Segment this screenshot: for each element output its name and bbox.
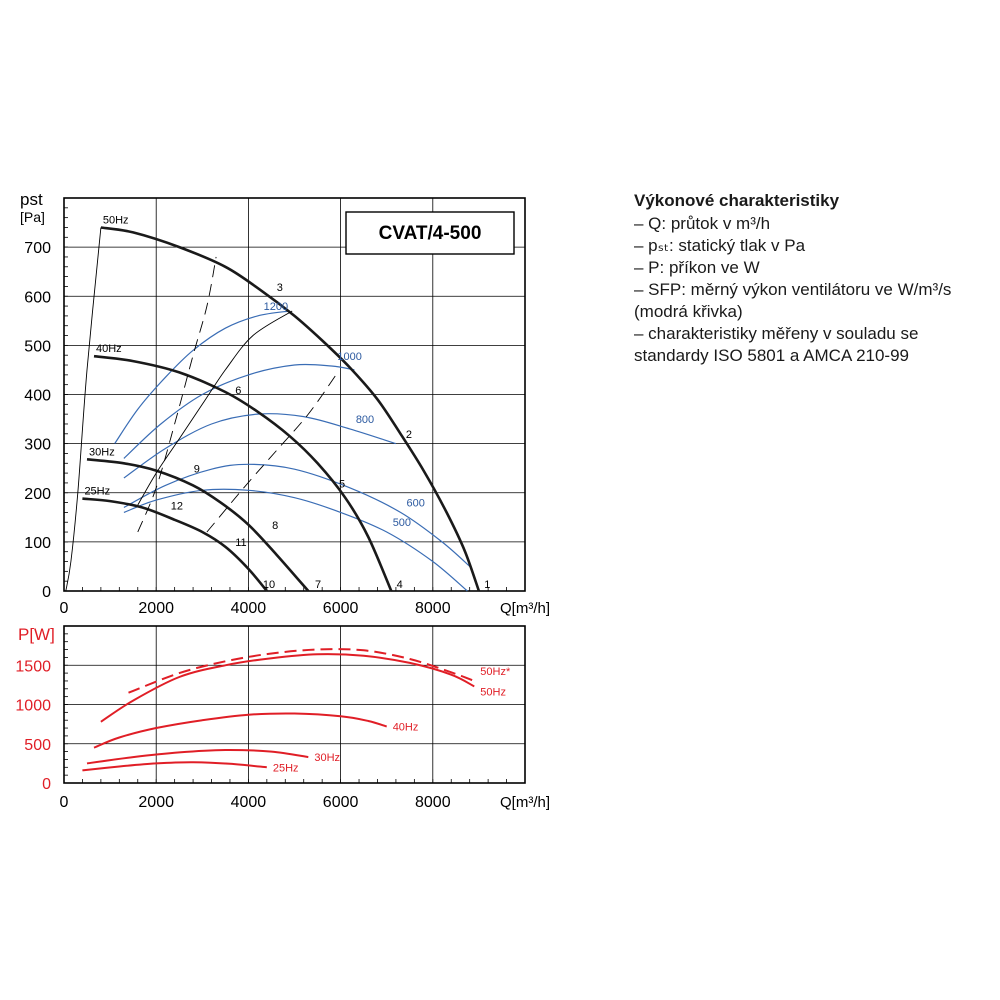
sfp-curve-label: 1000 <box>337 351 361 363</box>
operating-point-label: 3 <box>277 282 283 294</box>
system-curve <box>137 310 293 506</box>
sfp-curve-label: 500 <box>393 517 411 529</box>
fan-curve-label: 50Hz <box>103 214 129 226</box>
y-tick-label: 500 <box>24 737 51 754</box>
operating-point-label: 6 <box>235 385 241 397</box>
operating-point-label: 4 <box>397 579 403 591</box>
legend-item-p: – P: příkon ve W <box>634 258 760 277</box>
sfp-curve-label: 600 <box>407 497 425 509</box>
pressure-plot: 0 2000 4000 6000 80000100200300400500600700 … <box>20 190 550 617</box>
operating-point-label: 7 <box>315 579 321 591</box>
power-series: 50Hz* 50Hz 40Hz 30Hz 25Hz <box>82 648 511 774</box>
y-axis-unit-pa: [Pa] <box>20 209 45 225</box>
x-tick-label: 4000 <box>231 600 267 617</box>
power-grid <box>64 626 525 783</box>
operating-point-label: 11 <box>235 537 246 549</box>
pressure-grid <box>64 198 525 591</box>
operating-point-label: 5 <box>339 478 345 490</box>
model-title: CVAT/4-500 <box>379 223 482 244</box>
power-curve-50hz <box>100 653 475 723</box>
y-tick-label: 1500 <box>15 658 51 675</box>
max-flow-curve <box>65 227 102 592</box>
fan-curve-50hz <box>100 226 481 592</box>
y-tick-label: 500 <box>24 338 51 355</box>
legend-item-sfp: – SFP: měrný výkon ventilátoru ve W/m³/s <box>634 280 952 299</box>
y-axis-label-pst: pst <box>20 190 43 209</box>
power-curve-label: 50Hz <box>480 686 506 698</box>
power-curve-label: 30Hz <box>314 752 340 764</box>
legend-item-standards-cont: standardy ISO 5801 a AMCA 210-99 <box>634 346 910 365</box>
x-axis-label-q-top: Q[m³/h] <box>500 600 550 617</box>
operating-point-label: 10 <box>263 579 275 591</box>
power-minor-ticks <box>63 625 526 784</box>
y-tick-label: 0 <box>42 584 51 601</box>
power-curve-30hz <box>86 748 309 765</box>
system-curve-dashed <box>137 256 217 533</box>
y-axis-label-p: P[W] <box>18 625 55 644</box>
x-tick-label: 8000 <box>415 600 451 617</box>
x-tick-label: 0 <box>60 600 69 617</box>
legend-item-sfp-note: (modrá křivka) <box>634 302 743 321</box>
fan-curve-30hz <box>86 458 310 592</box>
x-tick-label: 6000 <box>323 600 359 617</box>
x-tick-label: 6000 <box>323 794 359 811</box>
model-title-box <box>345 211 515 255</box>
x-tick-label: 2000 <box>138 794 174 811</box>
power-curve-label: 50Hz* <box>480 666 511 678</box>
y-tick-label: 600 <box>24 289 51 306</box>
y-tick-label: 200 <box>24 486 51 503</box>
legend-item-q: – Q: průtok v m³/h <box>634 214 771 233</box>
operating-point-label: 8 <box>272 520 278 532</box>
power-tick-labels: 0 2000 4000 6000 8000 0 500 1000 1500 <box>15 658 450 811</box>
power-plot: 0 2000 4000 6000 8000 0 500 1000 1500 50Hz* 50Hz 4… <box>15 625 550 811</box>
sfp-curve-label: 800 <box>356 414 374 426</box>
legend-item-pst: – pₛₜ: statický tlak v Pa <box>634 236 806 255</box>
fan-curve-label: 30Hz <box>89 446 115 458</box>
x-tick-label: 0 <box>60 794 69 811</box>
fan-curve-40hz <box>93 354 393 592</box>
legend-item-standards: – charakteristiky měřeny v souladu se <box>634 324 919 343</box>
pressure-tick-labels: 0 2000 4000 6000 8000 0 100 200 300 400 500 600 700 <box>24 240 450 617</box>
y-tick-label: 100 <box>24 535 51 552</box>
fan-curve-25hz <box>82 497 268 592</box>
sfp-curve-500 <box>123 488 468 592</box>
y-tick-label: 1000 <box>15 698 51 715</box>
legend-block: Výkonové charakteristiky – Q: průtok v m… <box>634 190 994 367</box>
sfp-curve-800 <box>123 413 397 479</box>
power-curve-label: 40Hz <box>393 721 419 733</box>
y-tick-label: 700 <box>24 240 51 257</box>
operating-point-label: 12 <box>171 500 183 512</box>
sfp-curve-1200 <box>114 310 290 444</box>
y-tick-label: 400 <box>24 388 51 405</box>
y-tick-label: 0 <box>42 776 51 793</box>
x-tick-label: 2000 <box>138 600 174 617</box>
operating-point-label: 1 <box>484 579 490 591</box>
operating-point-label: 9 <box>194 464 200 476</box>
sfp-curve-1000 <box>123 363 355 459</box>
power-curve-label: 25Hz <box>273 762 299 774</box>
legend-title: Výkonové charakteristiky <box>634 191 840 210</box>
y-tick-label: 300 <box>24 437 51 454</box>
system-curve-dashed <box>206 374 337 533</box>
operating-point-label: 2 <box>406 429 412 441</box>
pressure-annotations: 50Hz40Hz30Hz25Hz120010008006005001234567… <box>84 214 490 591</box>
power-curve-40hz <box>93 712 387 749</box>
x-tick-label: 8000 <box>415 794 451 811</box>
pressure-series <box>65 226 481 592</box>
fan-curve-label: 25Hz <box>84 486 110 498</box>
x-tick-label: 4000 <box>231 794 267 811</box>
sfp-curve-label: 1200 <box>264 301 288 313</box>
power-curve-25hz <box>82 761 267 772</box>
fan-curve-label: 40Hz <box>96 343 122 355</box>
x-axis-label-q-bottom: Q[m³/h] <box>500 794 550 811</box>
